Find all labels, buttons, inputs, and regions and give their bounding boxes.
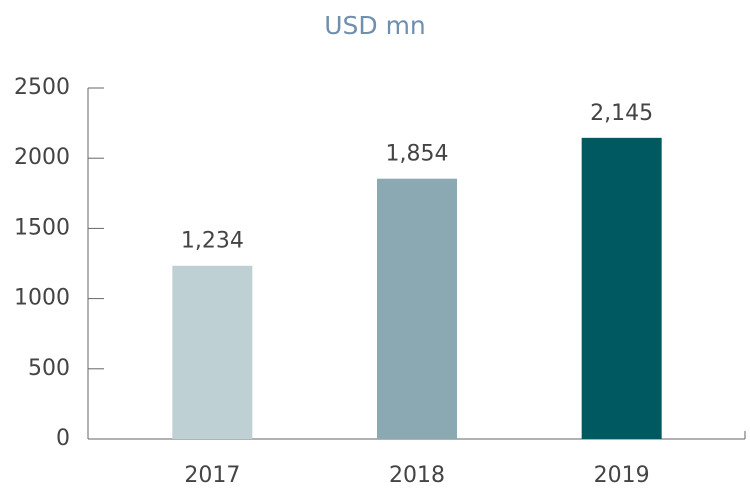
x-tick-label: 2017 [184,463,240,488]
value-label: 1,234 [181,229,244,254]
y-tick-label: 2500 [14,75,70,100]
value-label: 1,854 [386,142,449,167]
x-tick-label: 2019 [594,463,650,488]
chart-title: USD mn [324,11,426,40]
bar [172,265,253,439]
bar [581,137,662,440]
y-tick-label: 1500 [14,215,70,240]
y-tick-label: 1000 [14,286,70,311]
y-tick-label: 500 [28,356,70,381]
y-tick-label: 2000 [14,145,70,170]
value-label: 2,145 [590,101,653,126]
bar [377,178,457,439]
x-tick-label: 2018 [389,463,445,488]
y-tick-label: 0 [56,426,70,451]
